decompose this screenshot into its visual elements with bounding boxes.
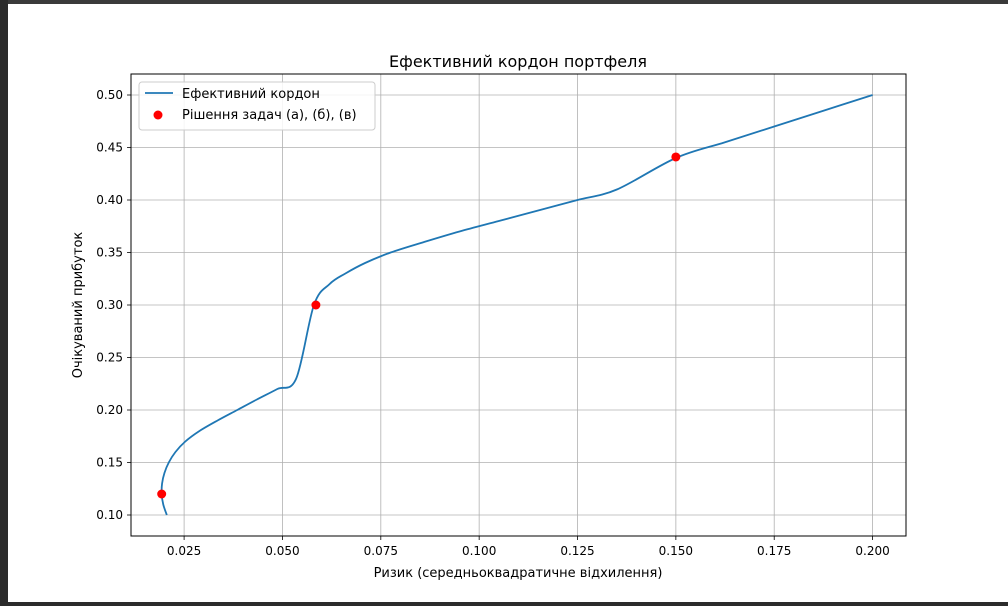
x-tick-label: 0.025 <box>167 544 201 558</box>
x-axis-label: Ризик (середньоквадратичне відхилення) <box>374 566 663 581</box>
grid <box>131 74 906 536</box>
y-tick-label: 0.25 <box>96 351 123 365</box>
window-left-edge <box>0 0 8 602</box>
y-tick-label: 0.45 <box>96 141 123 155</box>
y-tick-label: 0.20 <box>96 403 123 417</box>
y-tick-label: 0.10 <box>96 508 123 522</box>
solution-point <box>157 489 167 499</box>
solution-point <box>311 300 321 310</box>
y-tick-label: 0.50 <box>96 88 123 102</box>
solution-point <box>671 152 681 162</box>
x-axis-ticks: 0.025 0.050 0.075 0.100 0.125 0.150 0.175 0.200 <box>167 536 890 558</box>
chart-title: Ефективний кордон портфеля <box>389 52 647 71</box>
series-line-efficient-frontier <box>160 94 873 516</box>
x-tick-label: 0.175 <box>757 544 791 558</box>
y-axis-ticks: 0.10 0.15 0.20 0.25 0.30 0.35 0.40 0.45 0.50 <box>96 88 131 522</box>
x-tick-label: 0.100 <box>462 544 496 558</box>
legend-label-solutions: Рішення задач (а), (б), (в) <box>182 108 357 123</box>
y-axis-label: Очікуваний прибуток <box>71 232 86 379</box>
window-top-edge <box>0 0 1008 4</box>
figure-canvas: Ефективний кордон портфеля 0.025 0.050 0.0… <box>8 4 1008 602</box>
legend-box <box>138 81 376 131</box>
x-tick-label: 0.125 <box>560 544 594 558</box>
y-tick-label: 0.35 <box>96 246 123 260</box>
x-tick-label: 0.200 <box>855 544 889 558</box>
chart: Ефективний кордон портфеля 0.025 0.050 0.0… <box>71 52 907 581</box>
x-tick-label: 0.075 <box>364 544 398 558</box>
x-tick-label: 0.050 <box>265 544 299 558</box>
legend-label-frontier: Ефективний кордон <box>182 87 320 102</box>
y-tick-label: 0.15 <box>96 456 123 470</box>
x-tick-label: 0.150 <box>659 544 693 558</box>
series-layer <box>157 94 873 516</box>
y-tick-label: 0.40 <box>96 193 123 207</box>
legend-marker-swatch <box>153 110 163 120</box>
y-tick-label: 0.30 <box>96 298 123 312</box>
legend: Ефективний кордон Рішення задач (а), (б)… <box>138 81 376 131</box>
